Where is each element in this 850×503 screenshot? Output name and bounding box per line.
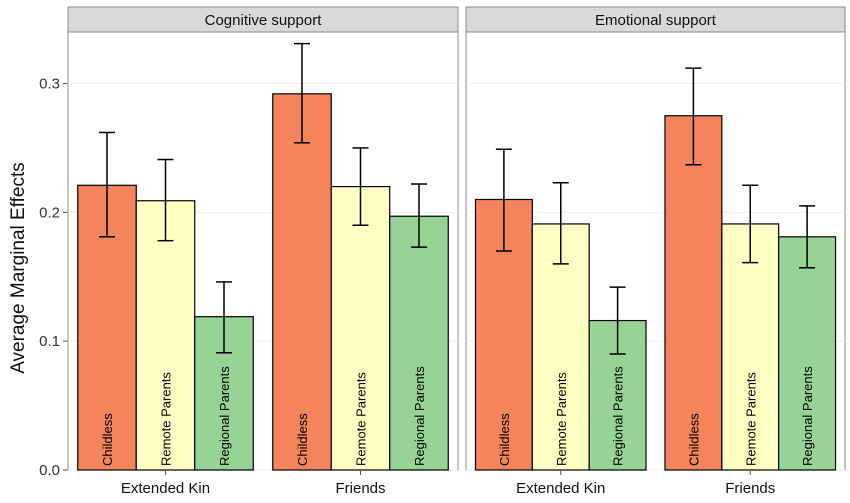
bar-label: Remote Parents bbox=[743, 372, 758, 466]
y-ticks-layer: 0.0 0.1 0.2 0.3 bbox=[39, 76, 68, 479]
facet-strip bbox=[67, 6, 459, 33]
panel-0: Cognitive support Childless Remote Parents… bbox=[67, 6, 459, 497]
bar-label: Regional Parents bbox=[217, 366, 232, 466]
y-axis-title: Average Marginal Effects bbox=[8, 162, 29, 374]
y-tick-label: 0.1 bbox=[39, 333, 60, 350]
bar-label: Remote Parents bbox=[159, 372, 174, 466]
y-tick-label: 0.3 bbox=[39, 76, 60, 93]
facet-title: Cognitive support bbox=[205, 12, 323, 29]
bar-childless bbox=[272, 93, 332, 471]
bar-regional-parents bbox=[778, 236, 837, 471]
panel-1: Emotional support Childless Remote Parents… bbox=[465, 6, 846, 497]
facet-title: Emotional support bbox=[595, 12, 717, 29]
y-tick-label: 0.2 bbox=[39, 204, 60, 221]
y-axis-title-layer: Average Marginal Effects bbox=[8, 162, 29, 374]
bar-label: Childless bbox=[295, 413, 310, 466]
bar-label: Childless bbox=[100, 413, 115, 466]
x-category-label: Extended Kin bbox=[516, 480, 605, 497]
x-category-label: Friends bbox=[725, 480, 775, 497]
bar-label: Remote Parents bbox=[554, 372, 569, 466]
bar-childless bbox=[664, 115, 723, 471]
bar-remote-parents bbox=[531, 223, 590, 471]
bar-label: Regional Parents bbox=[800, 366, 815, 466]
bar-label: Regional Parents bbox=[611, 366, 626, 466]
bar-regional-parents bbox=[389, 215, 449, 471]
bar-label: Childless bbox=[497, 413, 512, 466]
bar-label: Childless bbox=[686, 413, 701, 466]
x-category-label: Extended Kin bbox=[121, 480, 210, 497]
x-category-label: Friends bbox=[335, 480, 385, 497]
facet-strip bbox=[465, 6, 846, 33]
bar-label: Regional Parents bbox=[412, 366, 427, 466]
bar-label: Remote Parents bbox=[354, 372, 369, 466]
bar-remote-parents bbox=[135, 200, 196, 471]
y-tick-label: 0.0 bbox=[39, 462, 60, 479]
panels-layer: Cognitive support Childless Remote Parents… bbox=[67, 6, 846, 497]
